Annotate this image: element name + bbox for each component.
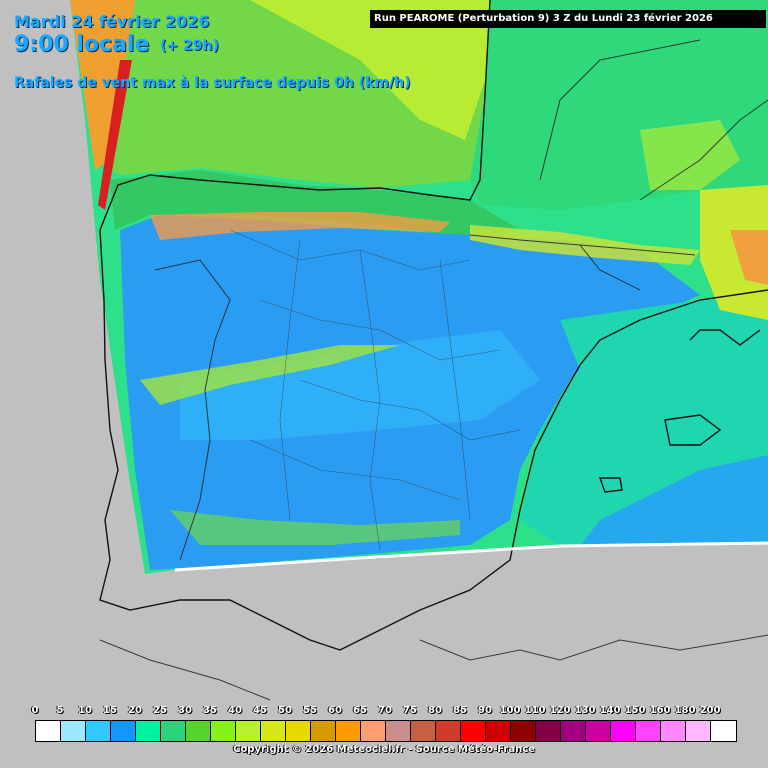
- legend-swatch: [686, 721, 711, 741]
- run-info-banner: Run PEAROME (Perturbation 9) 3 Z du Lund…: [370, 10, 766, 28]
- forecast-date: Mardi 24 février 2026: [14, 12, 210, 31]
- mediterranean-blue: [580, 455, 768, 546]
- gulf-lion-yellow: [700, 180, 768, 320]
- legend-tick-label: 180: [674, 705, 696, 716]
- copyright: Copyright © 2026 Meteociel.fr - Source M…: [233, 744, 535, 755]
- legend-tick-label: 65: [353, 705, 367, 716]
- legend-swatch: [361, 721, 386, 741]
- legend-swatch: [661, 721, 686, 741]
- legend-tick-label: 90: [478, 705, 492, 716]
- legend-swatch: [611, 721, 636, 741]
- legend-swatch: [161, 721, 186, 741]
- legend-tick-label: 100: [499, 705, 521, 716]
- atlantic-red-streak: [98, 60, 132, 210]
- legend-swatch: [186, 721, 211, 741]
- legend-swatch: [461, 721, 486, 741]
- legend-tick-label: 50: [278, 705, 292, 716]
- legend-tick-label: 40: [228, 705, 242, 716]
- country-borders: [99, 39, 768, 701]
- legend-tick-label: 70: [378, 705, 392, 716]
- legend-tick-label: 80: [428, 705, 442, 716]
- legend-swatch: [386, 721, 411, 741]
- legend-tick-label: 25: [153, 705, 167, 716]
- legend-tick-label: 60: [328, 705, 342, 716]
- legend-swatch: [511, 721, 536, 741]
- legend-swatch: [61, 721, 86, 741]
- iberia-lighter-patches: [180, 330, 540, 440]
- cantabrian-mountains: [150, 212, 450, 240]
- legend-tick-label: 0: [31, 705, 39, 716]
- biscay-yellow: [250, 0, 490, 140]
- legend-swatch: [36, 721, 61, 741]
- legend-tick-label: 5: [56, 705, 64, 716]
- lead-time: (+ 29h): [160, 38, 219, 54]
- parameter-title: Rafales de vent max à la surface depuis …: [14, 75, 411, 91]
- legend-swatch: [86, 721, 111, 741]
- region-borders: [229, 229, 521, 551]
- massif-central: [640, 120, 740, 190]
- france-land: [470, 0, 768, 210]
- gulf-lion-orange: [730, 230, 768, 285]
- legend-tick-label: 75: [403, 705, 417, 716]
- legend-swatch: [111, 721, 136, 741]
- domain-edge: [174, 541, 768, 572]
- legend-swatch: [436, 721, 461, 741]
- legend-tick-label: 20: [128, 705, 142, 716]
- forecast-time: 9:00 locale: [14, 32, 150, 57]
- legend-swatch: [486, 721, 511, 741]
- legend-tick-label: 35: [203, 705, 217, 716]
- legend-swatch: [536, 721, 561, 741]
- legend-ticks: 0 5 10 15 20 25 30 35 40 45 50 55 60 65 70 75 80 85 90 100 1…: [0, 705, 768, 717]
- legend-swatch: [311, 721, 336, 741]
- legend-tick-label: 160: [649, 705, 671, 716]
- legend-tick-label: 30: [178, 705, 192, 716]
- legend-swatch: [261, 721, 286, 741]
- legend-tick-label: 140: [599, 705, 621, 716]
- legend-swatch: [336, 721, 361, 741]
- legend-tick-label: 110: [524, 705, 546, 716]
- legend-tick-label: 130: [574, 705, 596, 716]
- legend-swatch: [136, 721, 161, 741]
- legend-tick-label: 45: [253, 705, 267, 716]
- legend-swatch: [711, 721, 736, 741]
- legend-tick-label: 55: [303, 705, 317, 716]
- legend-swatch: [286, 721, 311, 741]
- legend-tick-label: 120: [549, 705, 571, 716]
- legend-tick-label: 85: [453, 705, 467, 716]
- legend-swatch: [236, 721, 261, 741]
- legend-tick-label: 150: [624, 705, 646, 716]
- legend-tick-label: 10: [78, 705, 92, 716]
- legend-color-bar: [35, 720, 737, 742]
- mountain-belt-south: [170, 510, 460, 545]
- legend-swatch: [586, 721, 611, 741]
- legend-swatch: [411, 721, 436, 741]
- legend-swatch: [561, 721, 586, 741]
- atlantic-orange: [70, 0, 135, 170]
- legend-tick-label: 200: [699, 705, 721, 716]
- legend-swatch: [636, 721, 661, 741]
- coastlines: [99, 0, 768, 651]
- legend-swatch: [211, 721, 236, 741]
- legend-tick-label: 15: [103, 705, 117, 716]
